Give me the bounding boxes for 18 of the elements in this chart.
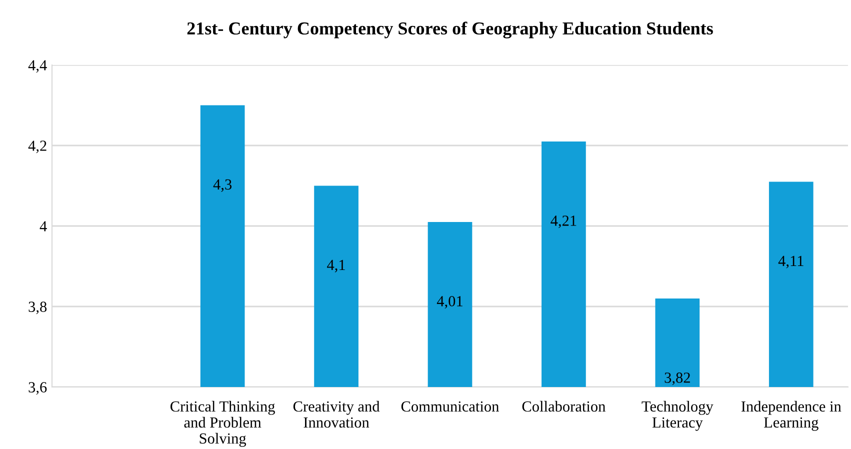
x-tick-label: Creativity and Innovation xyxy=(293,400,380,428)
data-label: 4,11 xyxy=(778,256,804,268)
data-label: 4,1 xyxy=(327,260,345,272)
data-label: 4,3 xyxy=(213,179,232,192)
y-tick-label: 4,2 xyxy=(28,140,46,154)
y-tick-label: 3,8 xyxy=(28,302,47,314)
x-tick-label: Independence in Learning xyxy=(741,400,842,431)
x-tick-label: Collaboration xyxy=(522,400,606,412)
y-tick-label: 4 xyxy=(40,221,47,232)
data-label: 3,82 xyxy=(664,372,690,386)
x-tick-label: Critical Thinking and Problem Solving xyxy=(170,400,275,447)
x-tick-label: Technology Literacy xyxy=(642,400,714,431)
chart-title: 21st- Century Competency Scores of Geography Education Students xyxy=(187,22,713,38)
y-tick-label: 3,6 xyxy=(28,382,47,395)
x-tick-label: Communication xyxy=(401,401,499,412)
y-tick-label: 4,4 xyxy=(28,60,47,73)
data-label: 4,01 xyxy=(436,296,462,309)
data-label: 4,21 xyxy=(550,216,576,228)
